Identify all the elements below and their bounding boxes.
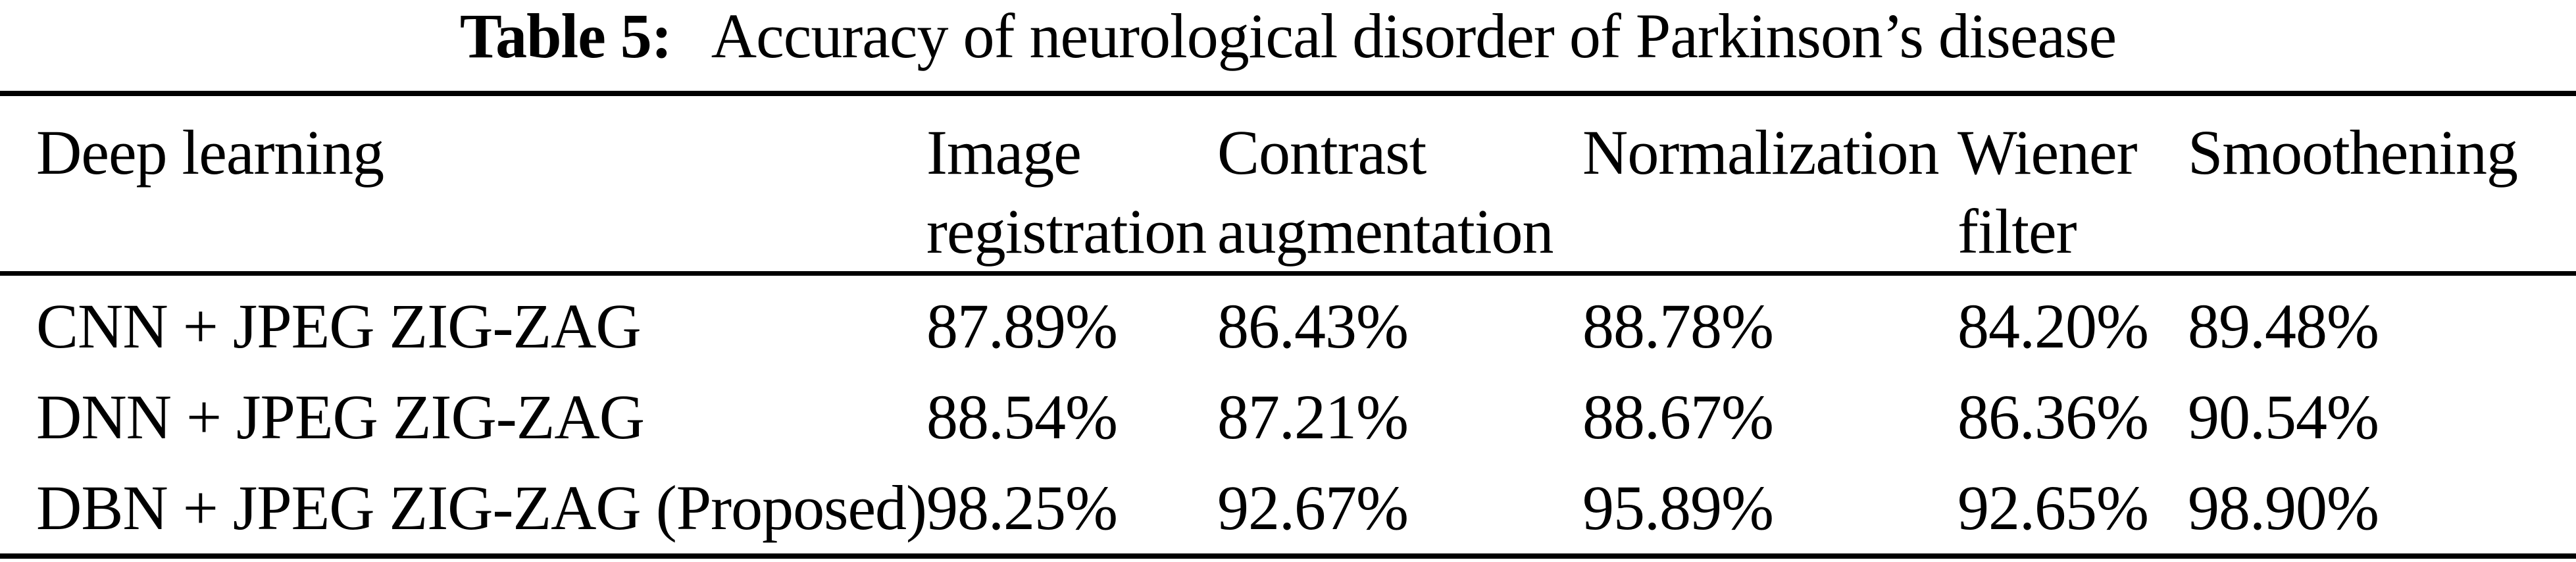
table-row-cnn: CNN + JPEG ZIG-ZAG 87.89% 86.43% 88.78% … xyxy=(0,274,2576,372)
method-cell: CNN + JPEG ZIG-ZAG xyxy=(36,291,642,361)
column-header-wiener-filter: Wiener filter xyxy=(1957,117,2138,267)
method-cell: DBN + JPEG ZIG-ZAG (Proposed) xyxy=(36,473,927,543)
value-cell: 88.67% xyxy=(1582,382,1774,452)
value-cell: 90.54% xyxy=(2188,382,2379,452)
value-cell: 86.36% xyxy=(1957,382,2149,452)
value-cell: 95.89% xyxy=(1582,473,1774,543)
column-header-contrast-augmentation: Contrast augmentation xyxy=(1217,117,1554,267)
value-cell: 98.25% xyxy=(926,473,1118,543)
value-cell: 92.65% xyxy=(1957,473,2149,543)
table-caption-text: Accuracy of neurological disorder of Par… xyxy=(711,1,2117,71)
value-cell: 86.43% xyxy=(1217,291,1409,361)
value-cell: 98.90% xyxy=(2188,473,2379,543)
table-caption-label: Table 5: xyxy=(459,1,672,71)
value-cell: 88.54% xyxy=(926,382,1118,452)
column-header-image-registration: Image registration xyxy=(926,117,1207,267)
method-cell: DNN + JPEG ZIG-ZAG xyxy=(36,382,645,452)
column-header-normalization: Normalization xyxy=(1582,117,1939,188)
table-row-dbn-proposed: DBN + JPEG ZIG-ZAG (Proposed) 98.25% 92.… xyxy=(0,463,2576,556)
table-caption: Table 5: Accuracy of neurological disorde… xyxy=(0,0,2576,91)
value-cell: 87.21% xyxy=(1217,382,1409,452)
value-cell: 92.67% xyxy=(1217,473,1409,543)
column-header-smoothening: Smoothening xyxy=(2188,117,2518,188)
column-header-deep-learning: Deep learning xyxy=(36,117,384,188)
value-cell: 87.89% xyxy=(926,291,1118,361)
table-row-dnn: DNN + JPEG ZIG-ZAG 88.54% 87.21% 88.67% … xyxy=(0,372,2576,463)
value-cell: 89.48% xyxy=(2188,291,2379,361)
results-table: Deep learning Image registration Contras… xyxy=(0,91,2576,559)
value-cell: 84.20% xyxy=(1957,291,2149,361)
value-cell: 88.78% xyxy=(1582,291,1774,361)
header-row: Deep learning Image registration Contras… xyxy=(0,93,2576,274)
